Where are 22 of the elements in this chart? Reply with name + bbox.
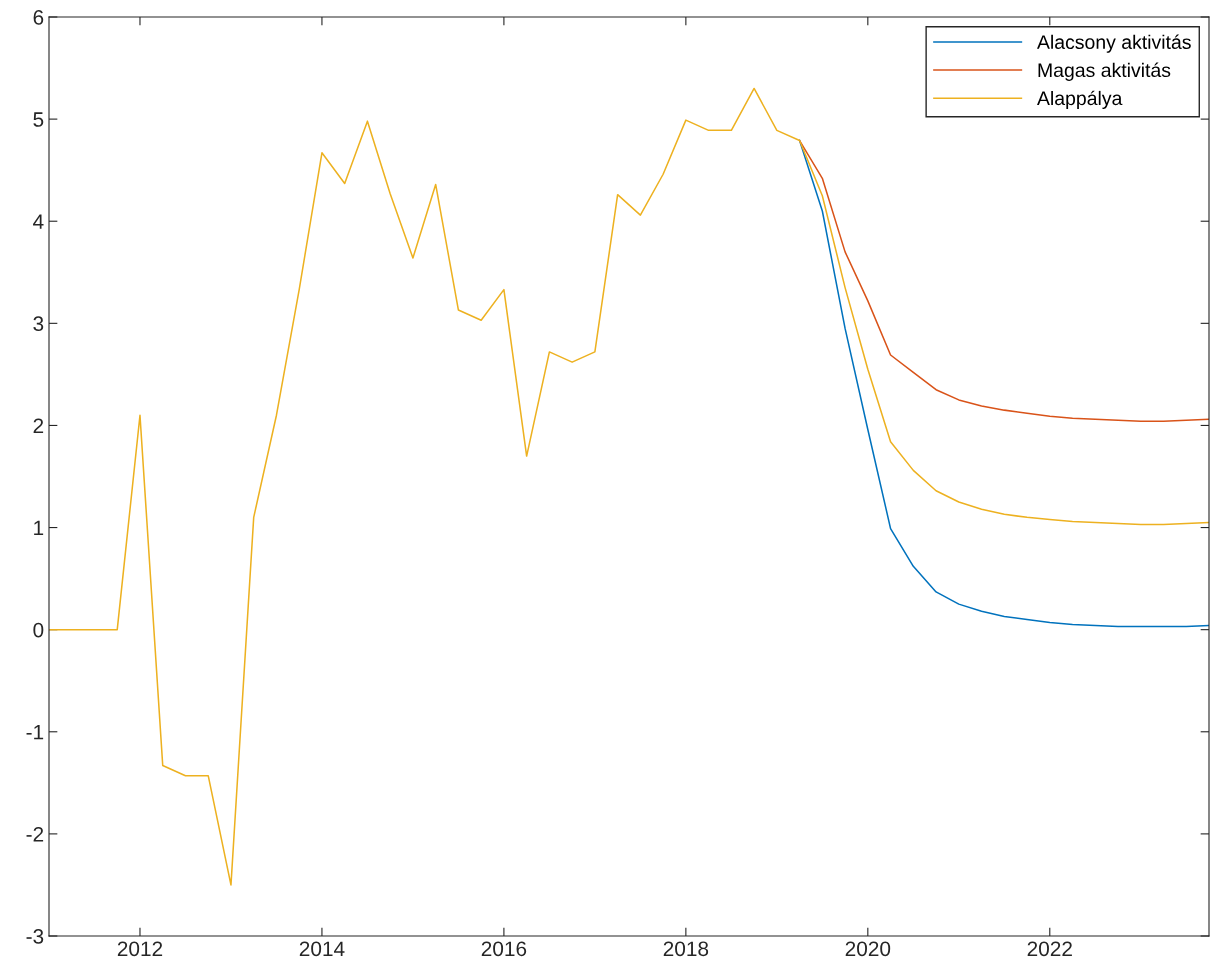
y-tick-label: -1 bbox=[26, 724, 44, 740]
y-tick-label: 5 bbox=[33, 112, 44, 127]
x-tick-label: 2014 bbox=[299, 941, 345, 957]
line-series bbox=[798, 139, 1209, 628]
x-tick-label: 2016 bbox=[481, 941, 527, 957]
line-series bbox=[798, 139, 1209, 423]
y-tick-label: 2 bbox=[33, 418, 44, 433]
line-series bbox=[49, 87, 1209, 886]
x-tick-label: 2022 bbox=[1027, 941, 1072, 957]
y-tick-label: 6 bbox=[33, 10, 44, 25]
y-tick-label: 4 bbox=[33, 214, 44, 229]
legend-label: Alappálya bbox=[1037, 90, 1123, 110]
x-tick-label: 2012 bbox=[117, 941, 163, 957]
y-tick-label: 0 bbox=[33, 622, 44, 638]
x-tick-label: 2018 bbox=[663, 941, 709, 957]
y-tick-label: 3 bbox=[33, 316, 44, 332]
y-tick-label: -3 bbox=[26, 929, 44, 944]
x-tick-label: 2020 bbox=[845, 941, 891, 957]
y-tick-label: -2 bbox=[26, 826, 44, 842]
y-tick-label: 1 bbox=[34, 520, 44, 536]
legend-label: Magas aktivitás bbox=[1038, 62, 1171, 81]
legend-label: Alacsony aktivitás bbox=[1037, 34, 1191, 53]
